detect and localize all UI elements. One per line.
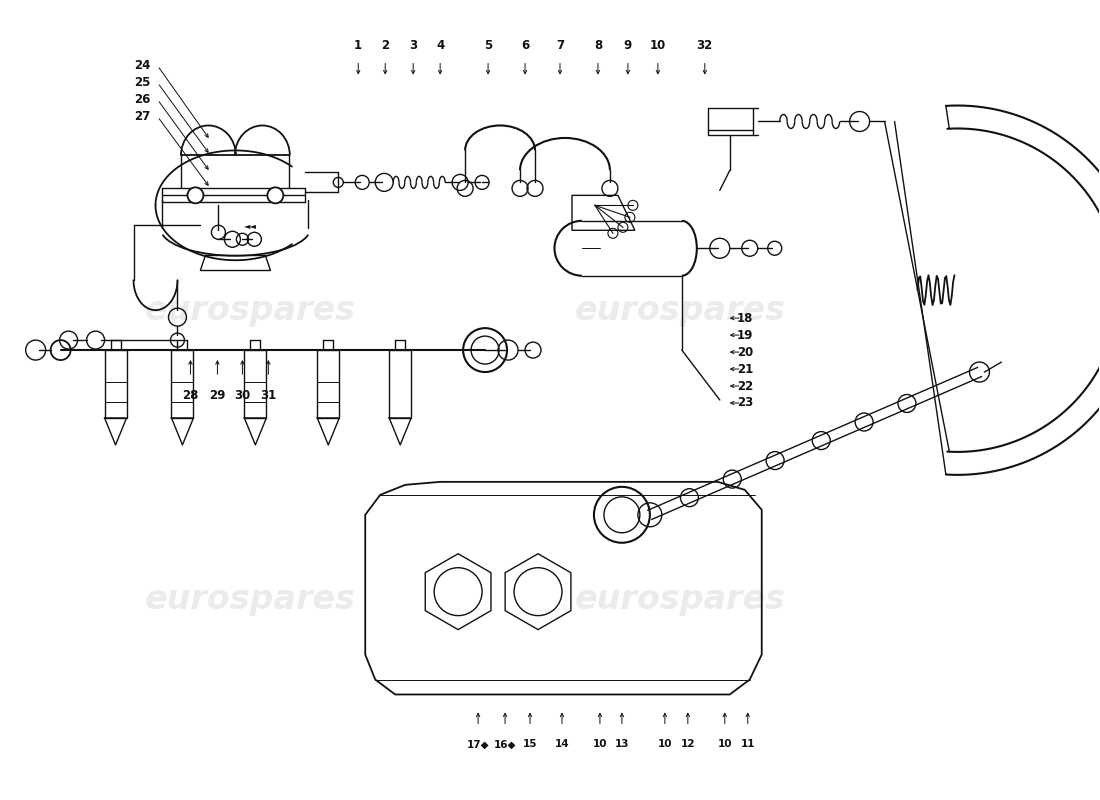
- Bar: [172, 350, 194, 418]
- Text: 29: 29: [209, 389, 226, 402]
- Text: 22: 22: [737, 379, 752, 393]
- Text: 28: 28: [183, 389, 199, 402]
- Polygon shape: [317, 418, 339, 445]
- Circle shape: [187, 187, 204, 203]
- Text: eurospares: eurospares: [574, 583, 785, 616]
- Text: 21: 21: [737, 362, 752, 375]
- Text: 10: 10: [658, 739, 672, 750]
- Text: 12: 12: [681, 739, 695, 750]
- Text: 8: 8: [594, 39, 602, 52]
- Text: 6: 6: [521, 39, 529, 52]
- Text: 26: 26: [134, 93, 151, 106]
- Text: 1: 1: [354, 39, 362, 52]
- Bar: [707, 107, 752, 135]
- Text: 3: 3: [409, 39, 417, 52]
- Bar: [244, 350, 266, 418]
- Bar: [104, 350, 126, 418]
- Text: 10: 10: [593, 739, 607, 750]
- Text: 5: 5: [484, 39, 492, 52]
- Text: 18: 18: [737, 312, 752, 325]
- Text: 23: 23: [737, 397, 752, 410]
- Text: 17◆: 17◆: [466, 739, 490, 750]
- Polygon shape: [389, 418, 411, 445]
- Polygon shape: [172, 418, 194, 445]
- Text: 25: 25: [134, 76, 151, 89]
- Text: 30: 30: [234, 389, 251, 402]
- Bar: [317, 350, 339, 418]
- Text: 7: 7: [556, 39, 564, 52]
- Text: 32: 32: [696, 39, 713, 52]
- Text: ◄◄: ◄◄: [244, 221, 257, 230]
- Text: 9: 9: [624, 39, 632, 52]
- Text: 16◆: 16◆: [494, 739, 516, 750]
- Circle shape: [267, 187, 284, 203]
- Bar: [389, 350, 411, 418]
- Text: 19: 19: [737, 329, 752, 342]
- Text: 13: 13: [615, 739, 629, 750]
- Text: 2: 2: [381, 39, 389, 52]
- Text: 14: 14: [554, 739, 570, 750]
- Text: eurospares: eurospares: [145, 583, 356, 616]
- Text: 27: 27: [134, 110, 151, 123]
- Text: eurospares: eurospares: [145, 294, 356, 326]
- Text: eurospares: eurospares: [574, 294, 785, 326]
- Text: 20: 20: [737, 346, 752, 358]
- Polygon shape: [244, 418, 266, 445]
- Polygon shape: [104, 418, 126, 445]
- Text: 10: 10: [717, 739, 732, 750]
- Text: 15: 15: [522, 739, 537, 750]
- Text: 11: 11: [740, 739, 755, 750]
- Text: 24: 24: [134, 59, 151, 72]
- Text: 4: 4: [436, 39, 444, 52]
- Text: 31: 31: [261, 389, 276, 402]
- Text: 10: 10: [650, 39, 666, 52]
